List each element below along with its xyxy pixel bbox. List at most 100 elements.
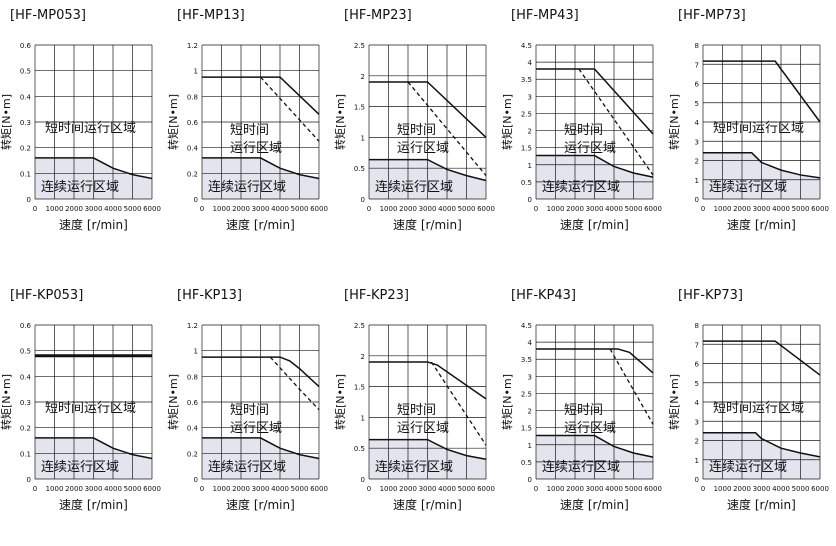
y-axis-label: 转矩[N•m] [0, 94, 13, 150]
y-tick-label: 8 [695, 322, 699, 330]
y-tick-label: 0 [528, 196, 532, 204]
short-time-region-label: 短时间 [564, 123, 603, 138]
short-time-region-label: 运行区域 [564, 141, 616, 156]
short-time-region-label: 运行区域 [230, 141, 282, 156]
x-axis-label: 速度 [r/min] [59, 217, 128, 232]
short-time-dashed-line [578, 68, 654, 176]
y-tick-label: 0 [528, 476, 532, 484]
y-tick-label: 7 [695, 341, 699, 349]
y-tick-label: 7 [695, 61, 699, 69]
chart-1: [HF-MP053] 0 1000 2000 3000 4000 5000 6000 0 0.1 0… [0, 8, 161, 232]
chart-5: [HF-MP73] 0 1000 2000 3000 4000 5000 6000 0 1 2 3 4 5… [667, 8, 829, 232]
x-tick-label: 2000 [566, 485, 584, 493]
y-tick-label: 2.5 [354, 42, 365, 50]
short-time-region-label: 运行区域 [397, 421, 449, 436]
x-tick-label: 3000 [586, 205, 604, 213]
x-tick-label: 5000 [291, 205, 309, 213]
chart-title: [HF-MP73] [678, 8, 746, 23]
x-tick-label: 0 [367, 485, 371, 493]
y-axis-label: 转矩[N•m] [667, 94, 681, 150]
x-tick-label: 3000 [753, 485, 771, 493]
x-tick-label: 3000 [586, 485, 604, 493]
x-tick-label: 4000 [438, 485, 456, 493]
x-tick-label: 1000 [714, 485, 732, 493]
x-tick-label: 1000 [380, 485, 398, 493]
short-time-limit-line [536, 348, 654, 374]
y-tick-label: 2 [528, 128, 532, 136]
short-time-limit-line [536, 68, 654, 135]
y-axis-label: 转矩[N•m] [166, 374, 180, 430]
chart-title: [HF-MP053] [10, 8, 86, 23]
chart-title: [HF-MP43] [511, 8, 579, 23]
x-axis-label: 速度 [r/min] [560, 497, 629, 512]
y-tick-label: 0.6 [187, 399, 199, 407]
x-tick-label: 4000 [772, 205, 790, 213]
y-tick-label: 0.5 [354, 445, 365, 453]
y-tick-label: 1 [361, 134, 365, 142]
chart-9: [HF-KP43] 0 1000 2000 3000 4000 5000 6000 0 0.5 1 1… [500, 288, 662, 512]
y-tick-label: 1 [695, 177, 699, 185]
y-tick-label: 2 [695, 438, 699, 446]
y-tick-label: 1 [361, 414, 365, 422]
y-tick-label: 0 [695, 476, 699, 484]
y-tick-label: 1.5 [354, 104, 365, 112]
continuous-limit-line [202, 157, 320, 180]
x-tick-label: 5000 [625, 205, 643, 213]
x-axis-label: 速度 [r/min] [226, 217, 295, 232]
y-tick-label: 2 [528, 408, 532, 416]
short-time-region-label: 短时间运行区域 [45, 401, 136, 416]
short-time-dashed-line [609, 348, 654, 425]
chart-title: [HF-KP13] [177, 288, 242, 303]
y-tick-label: 0.6 [20, 322, 32, 330]
x-tick-label: 4000 [104, 485, 122, 493]
x-tick-label: 2000 [399, 205, 417, 213]
x-tick-label: 1000 [380, 205, 398, 213]
x-tick-label: 0 [534, 205, 538, 213]
x-tick-label: 5000 [124, 485, 142, 493]
y-tick-label: 0.5 [20, 68, 31, 76]
x-tick-label: 2000 [399, 485, 417, 493]
x-tick-label: 2000 [733, 205, 751, 213]
continuous-limit-line [35, 437, 153, 460]
y-tick-label: 0.2 [20, 145, 31, 153]
y-tick-label: 2.5 [354, 322, 365, 330]
x-tick-label: 0 [200, 485, 204, 493]
x-tick-label: 4000 [605, 485, 623, 493]
y-tick-label: 0.2 [187, 170, 198, 178]
x-tick-label: 4000 [772, 485, 790, 493]
short-time-dashed-line [260, 76, 320, 142]
continuous-region-label: 连续运行区域 [375, 459, 453, 475]
x-tick-label: 2000 [733, 485, 751, 493]
short-time-limit-line [703, 340, 821, 376]
x-tick-label: 1000 [46, 485, 64, 493]
chart-title: [HF-MP13] [177, 8, 245, 23]
chart-6: [HF-KP053] 0 1000 2000 3000 4000 5000 6000 0 0.1 0… [0, 288, 161, 512]
y-tick-label: 0 [27, 476, 31, 484]
continuous-limit-line [703, 152, 821, 179]
x-tick-label: 6000 [811, 205, 829, 213]
continuous-region-label: 连续运行区域 [41, 459, 119, 475]
continuous-limit-line [369, 438, 487, 461]
chart-title: [HF-KP053] [10, 288, 83, 303]
y-axis-label: 转矩[N•m] [333, 94, 347, 150]
x-tick-label: 1000 [46, 205, 64, 213]
y-axis-label: 转矩[N•m] [500, 94, 514, 150]
y-tick-label: 0 [361, 476, 365, 484]
x-tick-label: 0 [367, 205, 371, 213]
x-tick-label: 2000 [232, 485, 250, 493]
x-tick-label: 1000 [547, 485, 565, 493]
y-tick-label: 3 [528, 93, 532, 101]
y-tick-label: 3 [695, 138, 699, 146]
x-tick-label: 5000 [792, 205, 810, 213]
short-time-region-label: 短时间 [230, 123, 269, 138]
continuous-limit-line [35, 157, 153, 180]
x-tick-label: 6000 [143, 485, 161, 493]
x-tick-label: 0 [33, 205, 37, 213]
y-tick-label: 5 [695, 380, 699, 388]
x-axis-label: 速度 [r/min] [393, 217, 462, 232]
x-axis-label: 速度 [r/min] [59, 497, 128, 512]
y-tick-label: 4 [528, 59, 533, 67]
x-tick-label: 3000 [252, 485, 270, 493]
x-tick-label: 1000 [714, 205, 732, 213]
chart-title: [HF-KP43] [511, 288, 576, 303]
